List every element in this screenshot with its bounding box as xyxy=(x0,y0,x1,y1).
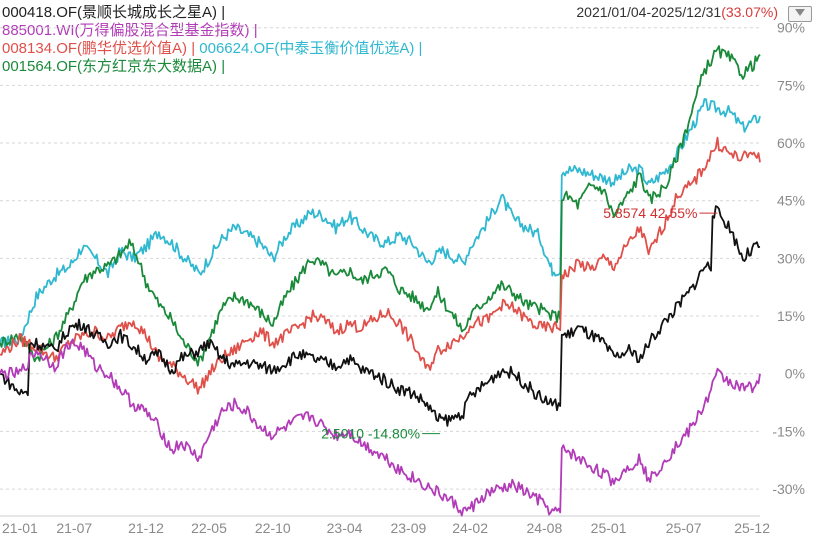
y-tick-label: 15% xyxy=(777,308,805,324)
chevron-down-icon[interactable] xyxy=(788,6,812,22)
y-tick-label: -15% xyxy=(772,423,805,439)
x-tick-label: 22-05 xyxy=(191,520,227,536)
x-tick-label: 22-10 xyxy=(255,520,291,536)
x-tick-label: 21-12 xyxy=(128,520,164,536)
series-line[interactable] xyxy=(0,205,761,427)
series-lines xyxy=(0,45,761,517)
legend-entry[interactable]: 885001.WI(万得偏股混合型基金指数) | xyxy=(2,22,258,39)
grid xyxy=(0,27,760,517)
y-tick-label: -30% xyxy=(772,481,805,497)
x-tick-label: 21-01 xyxy=(2,520,38,536)
x-tick-label: 21-07 xyxy=(56,520,92,536)
y-tick-label: 45% xyxy=(777,193,805,209)
x-tick-label: 23-04 xyxy=(327,520,363,536)
x-tick-label: 25-01 xyxy=(591,520,627,536)
x-axis-ticks: 21-01 21-07 21-12 22-05 22-10 23-04 23-09 24-02… xyxy=(2,520,770,536)
series-line[interactable] xyxy=(0,98,761,349)
y-axis-ticks: 90% 75% 60% 45% 30% 15% 0% -15% -30% xyxy=(772,20,805,497)
y-tick-label: 90% xyxy=(777,20,805,36)
series-line[interactable] xyxy=(0,45,761,367)
legend: 000418.OF(景顺长城成长之星A) | 885001.WI(万得偏股混合型基… xyxy=(2,4,422,76)
y-tick-label: 0% xyxy=(785,366,805,382)
x-tick-label: 24-02 xyxy=(452,520,488,536)
series-line[interactable] xyxy=(0,338,761,517)
date-range-label[interactable]: 2021/01/04-2025/12/31(33.07%) xyxy=(576,4,778,20)
legend-entry[interactable]: 001564.OF(东方红京东大数据A) | xyxy=(2,58,226,75)
legend-entry[interactable]: 008134.OF(鹏华优选价值A) | xyxy=(2,40,200,57)
y-tick-label: 75% xyxy=(777,77,805,93)
x-tick-label: 25-12 xyxy=(734,520,770,536)
x-tick-label: 23-09 xyxy=(390,520,426,536)
range-return: (33.07%) xyxy=(721,4,778,20)
legend-row: 001564.OF(东方红京东大数据A) | xyxy=(2,58,422,76)
y-tick-label: 60% xyxy=(777,135,805,151)
annotation-label: 5.8574 42.55% xyxy=(603,205,697,221)
date-range-text: 2021/01/04-2025/12/31 xyxy=(576,4,722,20)
legend-row: 000418.OF(景顺长城成长之星A) | xyxy=(2,4,422,22)
legend-entry[interactable]: 006624.OF(中泰玉衡价值优选A) | xyxy=(199,40,423,57)
x-tick-label: 25-07 xyxy=(666,520,702,536)
y-tick-label: 30% xyxy=(777,250,805,266)
x-tick-label: 24-08 xyxy=(526,520,562,536)
legend-entry[interactable]: 000418.OF(景顺长城成长之星A) | xyxy=(2,4,226,21)
series-line[interactable] xyxy=(0,136,761,395)
legend-row: 008134.OF(鹏华优选价值A) | 006624.OF(中泰玉衡价值优选A… xyxy=(2,40,422,58)
annotation-label: 2.5010 -14.80% xyxy=(321,426,420,442)
legend-row: 885001.WI(万得偏股混合型基金指数) | xyxy=(2,22,422,40)
annotations: 5.8574 42.55% 2.5010 -14.80% xyxy=(321,205,718,442)
